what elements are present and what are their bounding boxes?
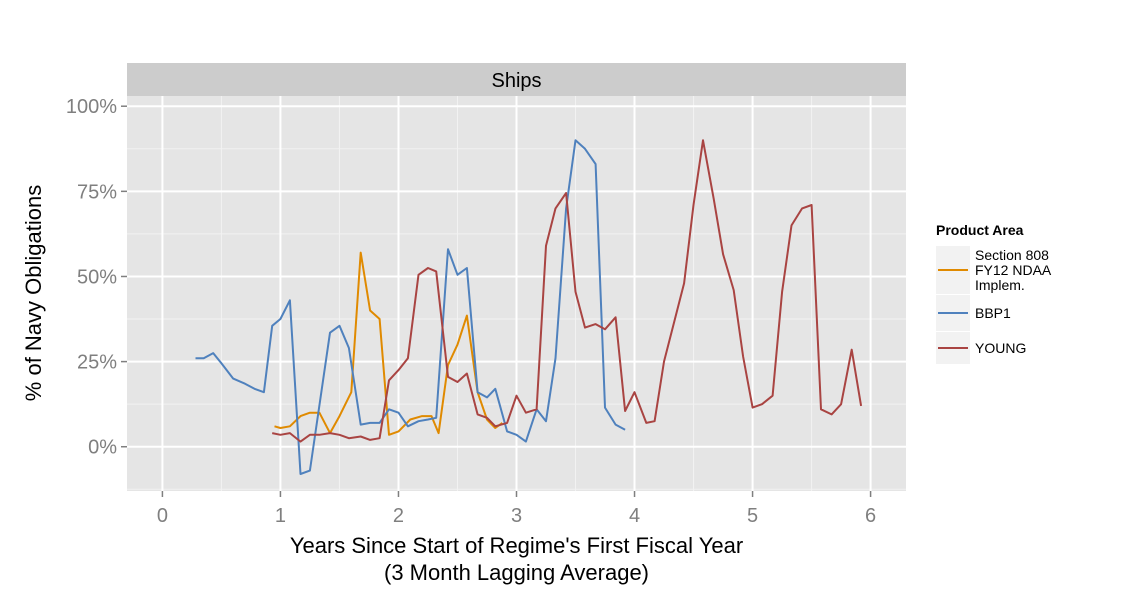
x-tick-label: 5 [747,505,758,527]
series-line-1 [195,139,626,475]
y-axis: 0% 25% 50% 75% 100% [66,96,127,459]
legend-label-0: Section 808 FY12 NDAA Implem. [975,247,1052,293]
x-tick-label: 4 [629,505,640,527]
legend-title: Product Area [936,222,1024,238]
series-line-0 [274,251,503,436]
facet-strip [127,63,906,96]
legend-label-1: BBP1 [975,305,1011,321]
x-axis: 0 1 2 3 4 5 6 [157,491,876,527]
x-tick-label: 1 [275,505,286,527]
x-tick-label: 0 [157,505,168,527]
facet-strip-label: Ships [491,70,541,92]
x-tick-label: 2 [393,505,404,527]
y-tick-label: 75% [77,181,117,203]
series-line-2 [271,139,863,443]
x-axis-title-line1: Years Since Start of Regime's First Fisc… [290,533,743,558]
x-tick-label: 3 [511,505,522,527]
series-lines [195,139,863,475]
legend-label-2: YOUNG [975,340,1026,356]
x-axis-title-line2: (3 Month Lagging Average) [384,560,649,585]
x-tick-label: 6 [865,505,876,527]
y-tick-label: 0% [88,437,117,459]
y-tick-label: 25% [77,352,117,374]
y-axis-title: % of Navy Obligations [21,185,46,401]
legend: Product Area Section 808 FY12 NDAA Implem.… [936,222,1052,364]
y-tick-label: 100% [66,96,117,118]
y-tick-label: 50% [77,266,117,288]
legend-items: Section 808 FY12 NDAA Implem. BBP1 YOUNG [936,246,1052,364]
